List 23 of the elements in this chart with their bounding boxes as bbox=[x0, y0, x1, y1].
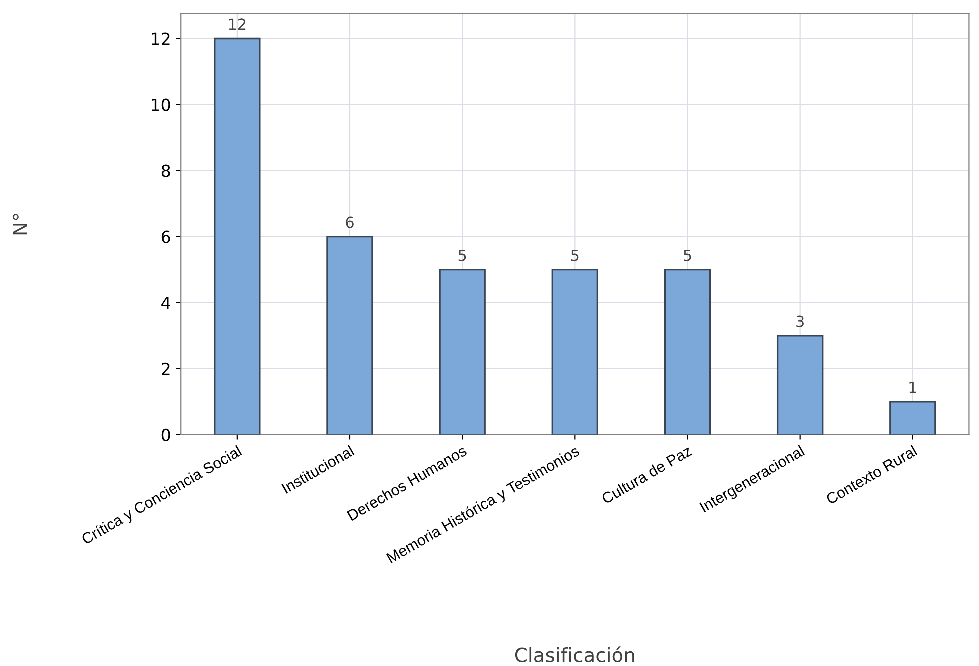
data-label: 5 bbox=[458, 250, 466, 262]
y-axis-title: N° bbox=[12, 214, 28, 235]
bar bbox=[664, 269, 712, 435]
y-tick-label: 12 bbox=[152, 32, 170, 46]
data-label: 6 bbox=[346, 216, 354, 228]
y-tick-label: 0 bbox=[162, 428, 170, 442]
bar bbox=[552, 269, 599, 435]
y-tick-label: 2 bbox=[162, 362, 170, 376]
y-tick-label: 10 bbox=[152, 98, 170, 112]
bar bbox=[326, 236, 374, 435]
y-tick-label: 4 bbox=[162, 297, 170, 310]
data-label: 5 bbox=[571, 250, 579, 262]
data-label: 1 bbox=[910, 382, 916, 394]
y-tick-label: 8 bbox=[162, 164, 170, 178]
data-label: 12 bbox=[229, 18, 246, 30]
data-label: 3 bbox=[796, 316, 804, 328]
bar bbox=[890, 401, 936, 435]
bar bbox=[214, 38, 261, 435]
x-axis-title: Clasificación bbox=[515, 646, 634, 663]
y-tick-label: 6 bbox=[162, 230, 170, 244]
bar bbox=[439, 269, 486, 435]
data-label: 5 bbox=[684, 250, 692, 262]
bar bbox=[776, 335, 824, 435]
